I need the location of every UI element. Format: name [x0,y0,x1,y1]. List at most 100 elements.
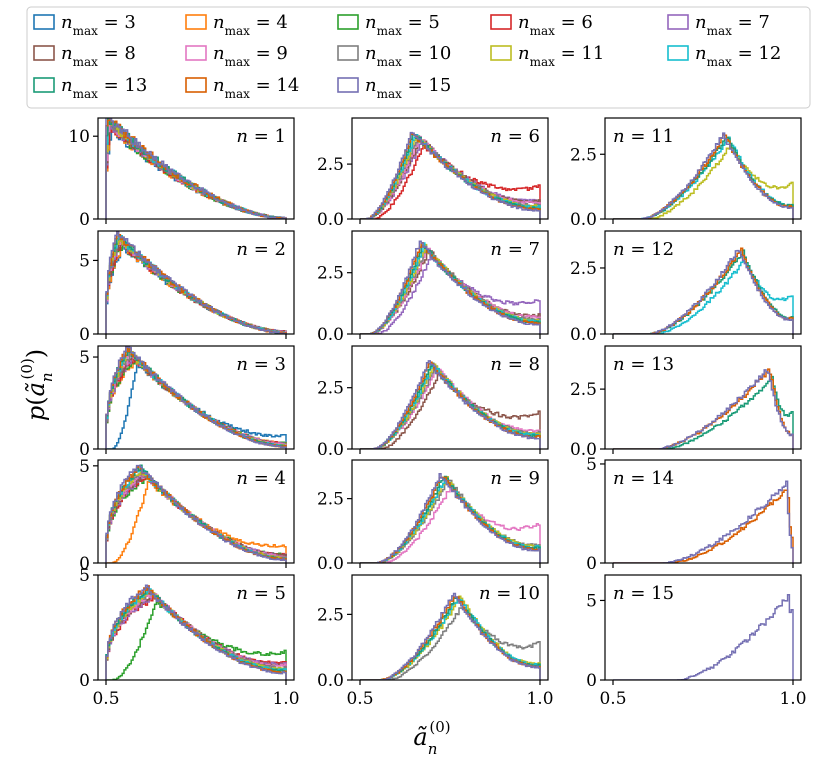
series-n8-nmax-12 [360,365,541,449]
panel-label-n-10: n = 10 [479,583,540,604]
panel-n-3: 0 5 n = 3 [79,345,295,460]
panel-frame [97,345,295,450]
series-n10-nmax-15 [360,592,541,680]
legend-swatch-nmax-13 [33,77,55,93]
panel-label-n-3: n = 3 [236,354,286,375]
panel-n-2: 0 5 n = 2 [79,230,295,345]
series-n4-nmax-15 [105,464,287,563]
panel-label-n-12: n = 12 [613,239,674,260]
panel-frame [351,230,549,335]
y-tick-label: 5 [586,455,597,475]
panel-frame [97,574,295,681]
series-n13-nmax-13 [613,375,794,449]
legend-label-nmax-12: nmax = 12 [695,43,781,69]
legend-frame [26,6,811,109]
panel-n-1: 0 10 n = 1 [68,117,295,230]
panel-frame [604,117,802,220]
series-n11-nmax-13 [613,136,794,219]
panel-n-6: 0.0 2.5 n = 6 [317,117,549,230]
y-tick-label: 0.0 [317,440,344,460]
y-tick-label: 5 [79,566,90,586]
panel-frame [604,345,802,450]
y-tick-label: 0.0 [317,325,344,345]
x-tick-label: 1.0 [526,689,553,709]
legend-label-nmax-14: nmax = 14 [213,75,299,101]
x-tick-label: 0.5 [599,689,626,709]
y-tick-label: 5 [586,591,597,611]
y-axis-label: p(ãn(0)) [18,349,56,421]
series-n8-nmax-10 [360,365,541,449]
series-n13-nmax-15 [613,369,794,449]
y-tick-label: 2.5 [317,264,344,284]
legend-label-nmax-5: nmax = 5 [365,12,440,38]
series-n11-nmax-12 [613,136,794,219]
panel-n-12: 0.0 2.5 n = 12 [570,230,802,345]
y-tick-label: 0.0 [570,325,597,345]
panel-n-4: 0 5 n = 4 [79,457,295,574]
panel-frame [604,459,802,564]
panel-label-n-2: n = 2 [236,239,286,260]
legend-label-nmax-11: nmax = 11 [518,43,604,69]
panel-n-10: 0.0 2.5 0.5 1.0 n = 10 [317,574,554,709]
series-n13-nmax-14 [613,368,794,449]
panel-n-11: 0.0 2.5 n = 11 [570,117,802,230]
y-tick-label: 5 [79,251,90,271]
legend-swatch-nmax-4 [185,14,207,30]
legend-swatch-nmax-14 [185,77,207,93]
legend-label-nmax-7: nmax = 7 [695,12,770,38]
y-tick-label: 0.0 [570,210,597,230]
series-n7-nmax-15 [360,240,541,334]
panel-frame [351,345,549,450]
series-n14-nmax-15 [613,480,794,563]
y-tick-label: 0 [79,325,90,345]
series-n11-nmax-11 [613,145,794,219]
legend-label-nmax-8: nmax = 8 [61,43,136,69]
y-tick-label: 0.0 [570,440,597,460]
series-n8-nmax-11 [360,363,541,449]
panel-frame [604,574,802,681]
panel-label-n-5: n = 5 [236,583,286,604]
legend-swatch-nmax-3 [33,14,55,30]
y-tick-label: 0.0 [317,210,344,230]
legend-swatch-nmax-10 [337,45,359,61]
panel-label-n-11: n = 11 [613,126,674,147]
legend-swatch-nmax-11 [490,45,512,61]
x-tick-label: 1.0 [779,689,806,709]
y-tick-label: 0 [79,210,90,230]
panel-n-9: 0.0 2.5 n = 9 [317,459,549,574]
series-n15-nmax-15 [613,593,794,680]
x-tick-label: 0.5 [92,689,119,709]
y-tick-label: 2.5 [570,145,597,165]
series-n11-nmax-15 [613,132,794,219]
legend-swatch-nmax-15 [337,77,359,93]
legend-label-nmax-9: nmax = 9 [213,43,288,69]
panel-n-7: 0.0 2.5 n = 7 [317,230,549,345]
legend-swatch-nmax-9 [185,45,207,61]
series-n12-nmax-15 [613,249,794,334]
series-n2-nmax-15 [105,231,287,334]
y-tick-label: 10 [68,127,90,147]
series-n9-nmax-9 [360,488,541,563]
legend-label-nmax-10: nmax = 10 [365,43,451,69]
y-tick-label: 2.5 [317,605,344,625]
series-n8-nmax-15 [360,360,541,449]
panel-frame [97,117,295,220]
series-n1-nmax-15 [105,118,287,219]
legend-label-nmax-15: nmax = 15 [365,75,451,101]
legend: nmax = 3 nmax = 4 nmax = 5 nmax = 6 nmax = 7… [26,6,811,109]
legend-swatch-nmax-8 [33,45,55,61]
series-n8-nmax-9 [360,365,541,449]
series-n5-nmax-15 [105,584,287,680]
y-tick-label: 0 [79,440,90,460]
panel-label-n-15: n = 15 [613,583,674,604]
panel-frame [97,230,295,335]
panel-label-n-13: n = 13 [613,354,674,375]
series-n10-nmax-10 [360,606,541,680]
panel-frame [97,459,295,564]
legend-label-nmax-4: nmax = 4 [213,12,288,38]
series-n9-nmax-10 [360,479,541,563]
y-tick-label: 2.5 [317,379,344,399]
y-tick-label: 0 [79,554,90,574]
legend-swatch-nmax-12 [667,45,689,61]
series-n11-nmax-14 [613,134,794,219]
